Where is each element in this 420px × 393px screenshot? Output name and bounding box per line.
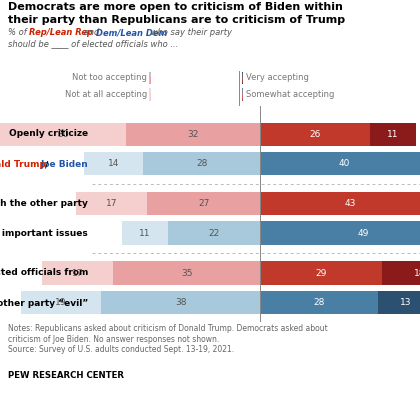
Text: 17: 17 [105,199,117,208]
Text: Not at all accepting: Not at all accepting [65,90,147,99]
Bar [370,123,416,146]
Bar [0,123,126,146]
Text: and: and [81,28,102,37]
Bar [382,261,420,285]
Polygon shape [149,72,151,84]
Polygon shape [241,72,243,84]
Polygon shape [149,88,151,101]
Text: 26: 26 [309,130,321,139]
Text: 11: 11 [387,130,399,139]
Text: Notes: Republicans asked about criticism of Donald Trump. Democrats asked about
: Notes: Republicans asked about criticism… [8,324,328,354]
Polygon shape [241,88,243,101]
Text: 28: 28 [313,298,325,307]
Bar [260,261,382,285]
Bar [260,291,378,314]
Bar [113,261,260,285]
Text: Rep/Lean Rep: Rep/Lean Rep [29,28,92,37]
Bar [101,291,260,314]
Text: should be ____ of elected officials who ...: should be ____ of elected officials who … [8,39,178,48]
Text: 43: 43 [345,199,357,208]
Bar [42,261,113,285]
Text: 32: 32 [187,130,199,139]
Text: who say their party: who say their party [148,28,232,37]
Text: 27: 27 [198,199,210,208]
Text: /: / [45,160,48,169]
Text: Somewhat accepting: Somewhat accepting [247,90,335,99]
Text: Joe Biden: Joe Biden [40,160,88,169]
Text: 17: 17 [72,268,84,277]
Text: Donald Trump: Donald Trump [0,160,46,169]
Polygon shape [241,72,243,84]
Text: 49: 49 [357,229,369,237]
Bar [147,192,260,215]
Text: Agree with the other party: Agree with the other party [0,198,88,208]
Text: Openly criticize: Openly criticize [9,129,88,138]
Text: Very accepting: Very accepting [247,73,309,83]
Text: 11: 11 [139,229,151,237]
Text: 14: 14 [108,159,119,168]
Text: the other party “evil”: the other party “evil” [0,299,88,308]
Bar [260,123,370,146]
Text: 40: 40 [339,159,350,168]
Polygon shape [241,88,243,101]
Text: 30: 30 [57,130,69,139]
Text: % of: % of [8,28,30,37]
Text: Democrats are more open to criticism of Biden within: Democrats are more open to criticism of … [8,2,343,12]
Bar [260,192,420,215]
Text: 13: 13 [399,298,411,307]
Text: 38: 38 [175,298,186,307]
Bar [378,291,420,314]
Text: 35: 35 [181,268,193,277]
Text: 22: 22 [209,229,220,237]
Polygon shape [149,88,151,101]
Bar [126,123,260,146]
Bar [143,152,260,175]
Bar [21,291,101,314]
Text: 28: 28 [196,159,207,168]
Text: on some important issues: on some important issues [0,229,88,238]
Bar [76,192,147,215]
Bar [260,222,420,244]
Bar [260,152,420,175]
Text: PEW RESEARCH CENTER: PEW RESEARCH CENTER [8,371,124,380]
Text: their party than Republicans are to criticism of Trump: their party than Republicans are to crit… [8,15,346,25]
Bar [168,222,260,244]
Text: Not too accepting: Not too accepting [72,73,147,83]
Bar [84,152,143,175]
Text: Dem/Lean Dem: Dem/Lean Dem [96,28,167,37]
Bar [122,222,168,244]
Text: Call elected officials from: Call elected officials from [0,268,88,277]
Polygon shape [149,72,151,84]
Text: 18: 18 [414,268,420,277]
Text: 29: 29 [315,268,327,277]
Text: 19: 19 [55,298,67,307]
